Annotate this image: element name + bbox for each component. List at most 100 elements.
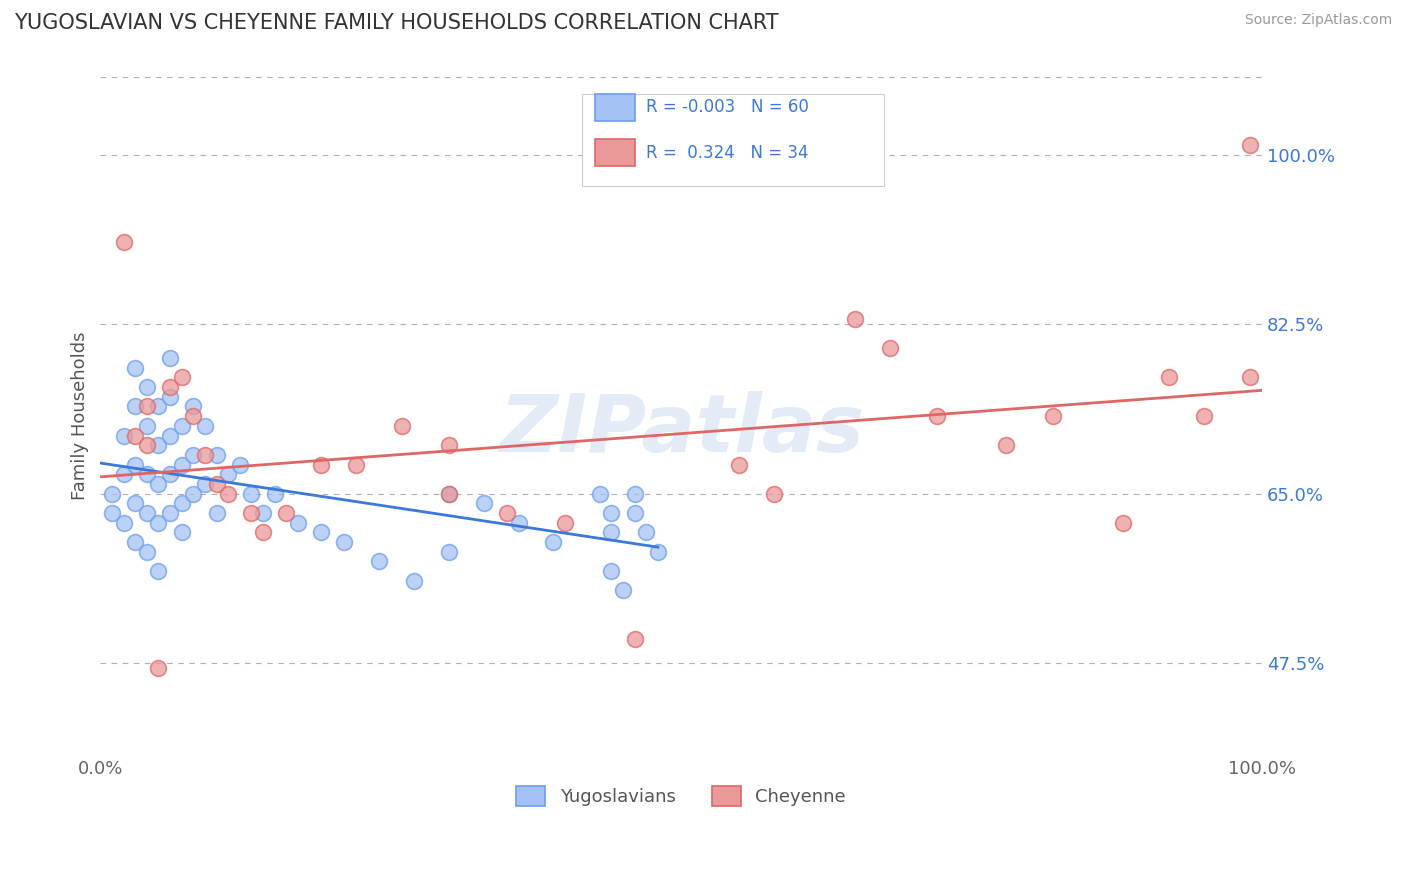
Point xyxy=(194,448,217,462)
Point xyxy=(276,506,298,520)
Point xyxy=(437,486,460,500)
Point xyxy=(148,400,170,414)
Point xyxy=(1157,370,1180,384)
Point xyxy=(309,525,332,540)
Point xyxy=(205,477,228,491)
Y-axis label: Family Households: Family Households xyxy=(72,332,89,500)
Point xyxy=(995,438,1018,452)
Point xyxy=(368,554,391,568)
Point xyxy=(240,486,263,500)
FancyBboxPatch shape xyxy=(595,94,634,120)
Point xyxy=(472,496,495,510)
Point xyxy=(600,564,623,578)
Point xyxy=(135,467,157,482)
Point xyxy=(496,506,519,520)
Point xyxy=(148,661,170,675)
Point xyxy=(112,428,135,442)
Point xyxy=(170,418,193,433)
Point xyxy=(344,458,367,472)
Point xyxy=(148,477,170,491)
Point xyxy=(437,486,460,500)
Point xyxy=(728,458,751,472)
Point xyxy=(159,506,181,520)
Point xyxy=(229,458,252,472)
Point xyxy=(135,544,157,558)
Point xyxy=(217,467,239,482)
Point xyxy=(124,400,146,414)
Point xyxy=(309,458,332,472)
Point xyxy=(135,418,157,433)
Point xyxy=(124,360,146,375)
Point xyxy=(263,486,285,500)
Point xyxy=(252,506,274,520)
Point xyxy=(391,418,413,433)
Point xyxy=(647,544,669,558)
Point xyxy=(543,535,565,549)
Text: R = -0.003   N = 60: R = -0.003 N = 60 xyxy=(647,98,810,116)
Point xyxy=(554,516,576,530)
Point xyxy=(623,506,645,520)
Point xyxy=(636,525,658,540)
Point xyxy=(101,486,124,500)
Point xyxy=(763,486,786,500)
Point xyxy=(623,486,645,500)
Point xyxy=(101,506,124,520)
Point xyxy=(148,564,170,578)
Point xyxy=(181,486,204,500)
Point xyxy=(170,370,193,384)
Point xyxy=(124,458,146,472)
Point xyxy=(1239,138,1261,153)
Point xyxy=(194,477,217,491)
Point xyxy=(159,428,181,442)
Point xyxy=(124,535,146,549)
Point xyxy=(333,535,356,549)
Point xyxy=(205,506,228,520)
Point xyxy=(402,574,425,588)
Point xyxy=(1239,370,1261,384)
Point xyxy=(600,506,623,520)
Point xyxy=(600,525,623,540)
Text: ZIPatlas: ZIPatlas xyxy=(499,391,863,468)
Point xyxy=(612,583,634,598)
Point xyxy=(159,380,181,394)
FancyBboxPatch shape xyxy=(582,95,884,186)
Point xyxy=(135,380,157,394)
Point xyxy=(148,438,170,452)
Point xyxy=(1111,516,1133,530)
Text: R =  0.324   N = 34: R = 0.324 N = 34 xyxy=(647,144,808,161)
Text: Source: ZipAtlas.com: Source: ZipAtlas.com xyxy=(1244,13,1392,28)
Point xyxy=(205,448,228,462)
Point xyxy=(112,516,135,530)
Point xyxy=(159,351,181,365)
Point xyxy=(181,400,204,414)
Point xyxy=(159,390,181,404)
Point xyxy=(623,632,645,646)
Point xyxy=(135,506,157,520)
Point xyxy=(1042,409,1064,424)
Point xyxy=(112,235,135,249)
Point xyxy=(170,525,193,540)
Point xyxy=(240,506,263,520)
Point xyxy=(508,516,530,530)
Point xyxy=(287,516,309,530)
Point xyxy=(437,544,460,558)
Point xyxy=(170,458,193,472)
Point xyxy=(124,428,146,442)
Point xyxy=(181,448,204,462)
Text: YUGOSLAVIAN VS CHEYENNE FAMILY HOUSEHOLDS CORRELATION CHART: YUGOSLAVIAN VS CHEYENNE FAMILY HOUSEHOLD… xyxy=(14,13,779,33)
Point xyxy=(589,486,612,500)
FancyBboxPatch shape xyxy=(595,139,634,166)
Point xyxy=(159,467,181,482)
Point xyxy=(217,486,239,500)
Point xyxy=(437,438,460,452)
Point xyxy=(112,467,135,482)
Point xyxy=(1192,409,1215,424)
Point xyxy=(194,418,217,433)
Point xyxy=(135,438,157,452)
Point xyxy=(170,496,193,510)
Point xyxy=(925,409,948,424)
Point xyxy=(252,525,274,540)
Point xyxy=(148,516,170,530)
Point xyxy=(181,409,204,424)
Point xyxy=(124,496,146,510)
